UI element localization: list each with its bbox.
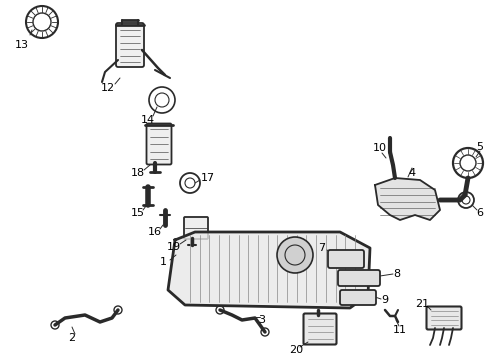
Circle shape — [51, 321, 59, 329]
Text: 12: 12 — [101, 83, 115, 93]
Circle shape — [216, 306, 224, 314]
Text: 6: 6 — [475, 208, 483, 218]
Text: 1: 1 — [159, 257, 166, 267]
Text: 14: 14 — [141, 115, 155, 125]
FancyBboxPatch shape — [426, 306, 461, 329]
Text: 13: 13 — [15, 40, 29, 50]
Text: 8: 8 — [393, 269, 400, 279]
Text: 10: 10 — [372, 143, 386, 153]
Text: 21: 21 — [414, 299, 428, 309]
Circle shape — [261, 328, 268, 336]
FancyBboxPatch shape — [339, 290, 375, 305]
Polygon shape — [168, 232, 369, 308]
FancyBboxPatch shape — [303, 314, 336, 345]
Text: 2: 2 — [68, 333, 76, 343]
FancyBboxPatch shape — [183, 217, 207, 239]
FancyBboxPatch shape — [116, 23, 143, 67]
FancyBboxPatch shape — [146, 123, 171, 165]
Text: 5: 5 — [475, 142, 483, 152]
Text: 17: 17 — [201, 173, 215, 183]
Text: 7: 7 — [318, 243, 325, 253]
Text: 11: 11 — [392, 325, 406, 335]
Text: 19: 19 — [166, 242, 181, 252]
Text: 9: 9 — [381, 295, 388, 305]
Circle shape — [114, 306, 122, 314]
Text: 18: 18 — [131, 168, 145, 178]
Polygon shape — [374, 178, 439, 220]
Text: 4: 4 — [407, 168, 415, 178]
Text: 15: 15 — [131, 208, 145, 218]
FancyBboxPatch shape — [327, 250, 363, 268]
Circle shape — [276, 237, 312, 273]
Text: 20: 20 — [288, 345, 303, 355]
Text: 3: 3 — [258, 315, 265, 325]
FancyBboxPatch shape — [337, 270, 379, 286]
Text: 16: 16 — [148, 227, 162, 237]
